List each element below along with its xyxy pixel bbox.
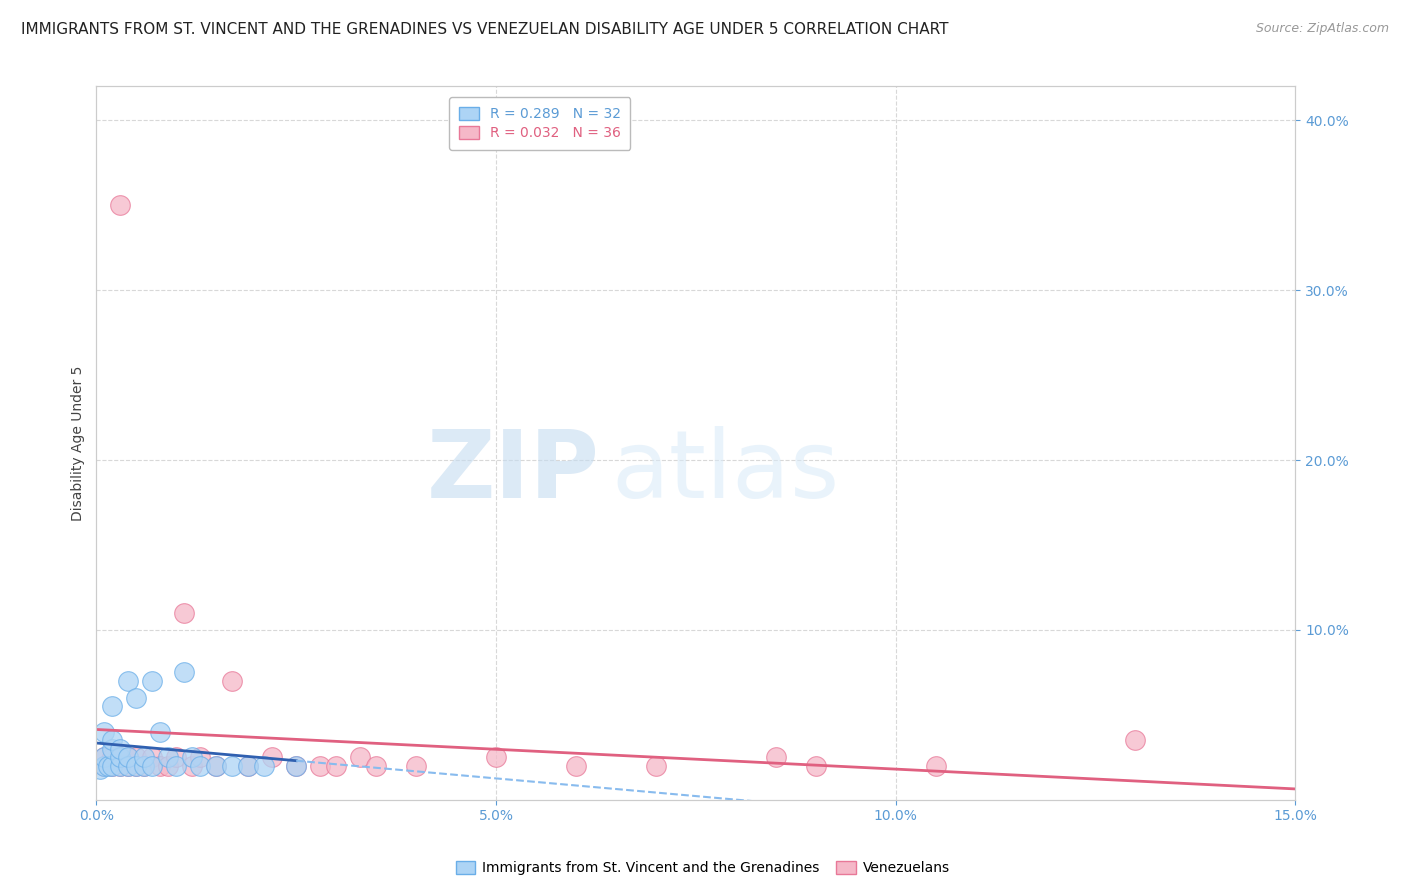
Point bbox=[125, 690, 148, 705]
Point bbox=[93, 759, 115, 773]
Point bbox=[110, 750, 132, 764]
Point bbox=[157, 759, 180, 773]
Point bbox=[110, 750, 132, 764]
Point bbox=[125, 750, 148, 764]
Point bbox=[141, 750, 163, 764]
Point bbox=[117, 759, 139, 773]
Point bbox=[101, 759, 124, 773]
Point bbox=[325, 759, 347, 773]
Point bbox=[117, 750, 139, 764]
Point bbox=[134, 750, 156, 764]
Point bbox=[205, 759, 228, 773]
Point bbox=[924, 759, 946, 773]
Point bbox=[644, 759, 666, 773]
Point bbox=[173, 665, 195, 680]
Point bbox=[165, 759, 187, 773]
Point bbox=[485, 750, 508, 764]
Point bbox=[285, 759, 308, 773]
Point bbox=[101, 733, 124, 747]
Point bbox=[93, 750, 115, 764]
Point bbox=[125, 759, 148, 773]
Point bbox=[110, 741, 132, 756]
Legend: Immigrants from St. Vincent and the Grenadines, Venezuelans: Immigrants from St. Vincent and the Gren… bbox=[450, 855, 956, 880]
Point bbox=[173, 606, 195, 620]
Point bbox=[205, 759, 228, 773]
Point bbox=[117, 750, 139, 764]
Text: IMMIGRANTS FROM ST. VINCENT AND THE GRENADINES VS VENEZUELAN DISABILITY AGE UNDE: IMMIGRANTS FROM ST. VINCENT AND THE GREN… bbox=[21, 22, 949, 37]
Point bbox=[149, 724, 172, 739]
Point bbox=[141, 759, 163, 773]
Point bbox=[110, 759, 132, 773]
Point bbox=[1125, 733, 1147, 747]
Point bbox=[165, 750, 187, 764]
Point bbox=[253, 759, 276, 773]
Point bbox=[262, 750, 284, 764]
Point bbox=[804, 759, 827, 773]
Point bbox=[101, 699, 124, 714]
Point bbox=[134, 759, 156, 773]
Point bbox=[110, 759, 132, 773]
Point bbox=[181, 750, 204, 764]
Point bbox=[93, 759, 115, 773]
Legend: R = 0.289   N = 32, R = 0.032   N = 36: R = 0.289 N = 32, R = 0.032 N = 36 bbox=[450, 97, 630, 150]
Point bbox=[364, 759, 387, 773]
Point bbox=[134, 759, 156, 773]
Point bbox=[181, 759, 204, 773]
Point bbox=[238, 759, 260, 773]
Text: Source: ZipAtlas.com: Source: ZipAtlas.com bbox=[1256, 22, 1389, 36]
Point bbox=[238, 759, 260, 773]
Text: ZIP: ZIP bbox=[427, 425, 600, 517]
Point bbox=[221, 759, 243, 773]
Point bbox=[101, 741, 124, 756]
Y-axis label: Disability Age Under 5: Disability Age Under 5 bbox=[72, 366, 86, 521]
Point bbox=[565, 759, 588, 773]
Point bbox=[93, 724, 115, 739]
Point bbox=[157, 750, 180, 764]
Text: atlas: atlas bbox=[612, 425, 841, 517]
Point bbox=[101, 750, 124, 764]
Point bbox=[117, 759, 139, 773]
Point bbox=[405, 759, 427, 773]
Point bbox=[141, 673, 163, 688]
Point bbox=[309, 759, 332, 773]
Point bbox=[93, 750, 115, 764]
Point bbox=[188, 759, 211, 773]
Point bbox=[349, 750, 371, 764]
Point bbox=[97, 759, 120, 773]
Point bbox=[125, 759, 148, 773]
Point bbox=[117, 673, 139, 688]
Point bbox=[285, 759, 308, 773]
Point bbox=[188, 750, 211, 764]
Point bbox=[101, 759, 124, 773]
Point bbox=[110, 198, 132, 212]
Point bbox=[221, 673, 243, 688]
Point bbox=[149, 759, 172, 773]
Point bbox=[765, 750, 787, 764]
Point bbox=[89, 762, 111, 776]
